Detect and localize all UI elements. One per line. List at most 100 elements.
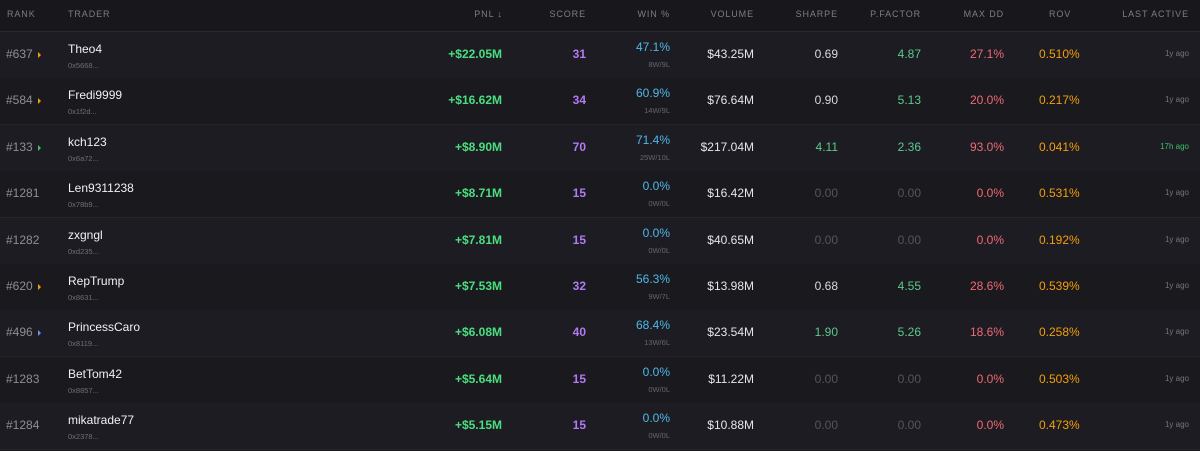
rank-cell: #620 xyxy=(6,279,41,293)
last-active: 1y ago xyxy=(1164,49,1189,58)
col-maxdd-header[interactable]: MAX DD xyxy=(963,9,1004,19)
rank-cell: #1283 xyxy=(6,371,40,386)
win-rate: 0.0% xyxy=(642,364,670,379)
pnl-value: +$7.53M xyxy=(454,279,502,293)
rank-cell: #133 xyxy=(6,140,41,154)
trader-name[interactable]: RepTrump xyxy=(68,274,125,288)
win-loss-record: 0W/0L xyxy=(648,431,670,441)
col-volume-header[interactable]: VOLUME xyxy=(710,9,754,19)
pfactor-value: 5.13 xyxy=(897,93,921,108)
win-loss-record: 8W/9L xyxy=(648,60,670,69)
volume-value: $16.42M xyxy=(707,186,754,201)
col-sharpe-header[interactable]: SHARPE xyxy=(795,9,838,19)
sharpe-value: 0.00 xyxy=(814,186,838,201)
last-active: 1y ago xyxy=(1164,281,1189,290)
col-win-header[interactable]: WIN % xyxy=(637,9,670,19)
trader-address: 0x2378... xyxy=(68,432,99,442)
trader-name[interactable]: Theo4 xyxy=(68,42,103,56)
win-loss-record: 14W/9L xyxy=(644,106,670,116)
col-last-active-header[interactable]: LAST ACTIVE xyxy=(1122,9,1189,19)
col-trader-header[interactable]: TRADER xyxy=(68,9,111,19)
win-loss-record: 0W/0L xyxy=(648,199,670,209)
sharpe-value: 0.69 xyxy=(814,47,838,61)
pnl-value: +$5.15M xyxy=(454,418,502,433)
trader-address: 0x1f2d... xyxy=(68,107,97,117)
table-row[interactable]: #1283 BetTom42 0x8857... +$5.64M 15 0.0% 0W/0L… xyxy=(0,356,1200,404)
col-rank-header[interactable]: RANK xyxy=(7,9,36,19)
rank-trend-icon xyxy=(37,283,41,290)
trader-name[interactable]: BetTom42 xyxy=(68,366,123,381)
sharpe-value: 4.11 xyxy=(815,139,838,154)
score-value: 15 xyxy=(572,232,586,247)
score-value: 32 xyxy=(572,279,586,293)
volume-value: $13.98M xyxy=(707,279,754,293)
pnl-value: +$16.62M xyxy=(448,93,502,108)
table-row[interactable]: #496 PrincessCaro 0x8119... +$6.08M 40 68.4% 1… xyxy=(0,310,1200,358)
trader-name[interactable]: zxgngl xyxy=(68,227,103,242)
trader-name[interactable]: PrincessCaro xyxy=(68,320,141,335)
pfactor-value: 0.00 xyxy=(897,371,921,386)
last-active: 1y ago xyxy=(1164,373,1189,383)
sort-desc-icon: ↓ xyxy=(497,9,503,19)
table-header: RANK TRADER PNL ↓ SCORE WIN % VOLUME SHAR… xyxy=(0,0,1200,32)
trader-name[interactable]: mikatrade77 xyxy=(68,413,135,428)
table-row[interactable]: #584 Fredi9999 0x1f2d... +$16.62M 34 60.9% 14W… xyxy=(0,78,1200,126)
trader-address: 0x5668... xyxy=(68,61,99,70)
rov-value: 0.473% xyxy=(1039,418,1080,433)
sharpe-value: 0.00 xyxy=(814,232,838,247)
win-loss-record: 9W/7L xyxy=(648,292,670,301)
col-pnl-header[interactable]: PNL ↓ xyxy=(474,9,502,19)
trader-name[interactable]: Fredi9999 xyxy=(68,88,123,103)
rov-value: 0.192% xyxy=(1039,232,1080,247)
table-row[interactable]: #1284 mikatrade77 0x2378... +$5.15M 15 0.0% 0W… xyxy=(0,403,1200,451)
trader-address: 0x8631... xyxy=(68,293,99,302)
pfactor-value: 2.36 xyxy=(897,139,921,154)
col-score-header[interactable]: SCORE xyxy=(549,9,586,19)
last-active: 1y ago xyxy=(1164,327,1189,337)
trader-name[interactable]: Len9311238 xyxy=(68,181,134,196)
maxdd-value: 18.6% xyxy=(969,325,1004,340)
pnl-value: +$6.08M xyxy=(454,325,502,340)
maxdd-value: 0.0% xyxy=(976,418,1004,433)
rov-value: 0.510% xyxy=(1039,47,1080,61)
pnl-value: +$8.71M xyxy=(454,186,502,201)
rov-value: 0.217% xyxy=(1039,93,1080,108)
maxdd-value: 20.0% xyxy=(969,93,1004,108)
win-loss-record: 0W/0L xyxy=(648,245,670,255)
maxdd-value: 0.0% xyxy=(976,232,1004,247)
rank-cell: #1284 xyxy=(6,418,40,433)
rank-cell: #496 xyxy=(6,325,41,339)
rank-cell: #1281 xyxy=(6,186,40,201)
volume-value: $43.25M xyxy=(707,47,754,61)
maxdd-value: 27.1% xyxy=(969,47,1004,61)
last-active: 1y ago xyxy=(1164,188,1189,198)
maxdd-value: 28.6% xyxy=(969,279,1004,293)
last-active: 1y ago xyxy=(1164,234,1189,244)
win-rate: 68.4% xyxy=(635,318,670,333)
col-pnl-label: PNL xyxy=(474,9,495,19)
table-row[interactable]: #1281 Len9311238 0x78b9... +$8.71M 15 0.0% 0W/… xyxy=(0,171,1200,219)
table-row[interactable]: #637 Theo4 0x5668... +$22.05M 31 47.1% 8W/9L $4… xyxy=(0,32,1200,79)
rov-value: 0.503% xyxy=(1039,371,1080,386)
table-row[interactable]: #133 kch123 0x6a72... +$8.90M 70 71.4% 25W/10L… xyxy=(0,124,1200,172)
rank-cell: #637 xyxy=(6,47,41,61)
col-rov-header[interactable]: ROV xyxy=(1049,9,1072,19)
pfactor-value: 4.55 xyxy=(897,279,921,293)
score-value: 15 xyxy=(572,371,586,386)
win-rate: 56.3% xyxy=(635,272,670,286)
pfactor-value: 0.00 xyxy=(897,418,921,433)
score-value: 15 xyxy=(572,418,586,433)
volume-value: $10.88M xyxy=(707,418,754,433)
score-value: 34 xyxy=(572,93,586,108)
table-row[interactable]: #1282 zxgngl 0xd235... +$7.81M 15 0.0% 0W/0L $4… xyxy=(0,217,1200,265)
trader-address: 0x8857... xyxy=(68,385,99,395)
table-row[interactable]: #620 RepTrump 0x8631... +$7.53M 32 56.3% 9W/7L… xyxy=(0,264,1200,311)
trader-name[interactable]: kch123 xyxy=(68,134,107,149)
maxdd-value: 0.0% xyxy=(976,371,1004,386)
pfactor-value: 0.00 xyxy=(897,186,921,201)
volume-value: $76.64M xyxy=(707,93,754,108)
col-pfactor-header[interactable]: P.FACTOR xyxy=(870,9,921,19)
rank-cell: #584 xyxy=(6,93,41,107)
score-value: 15 xyxy=(572,186,586,201)
